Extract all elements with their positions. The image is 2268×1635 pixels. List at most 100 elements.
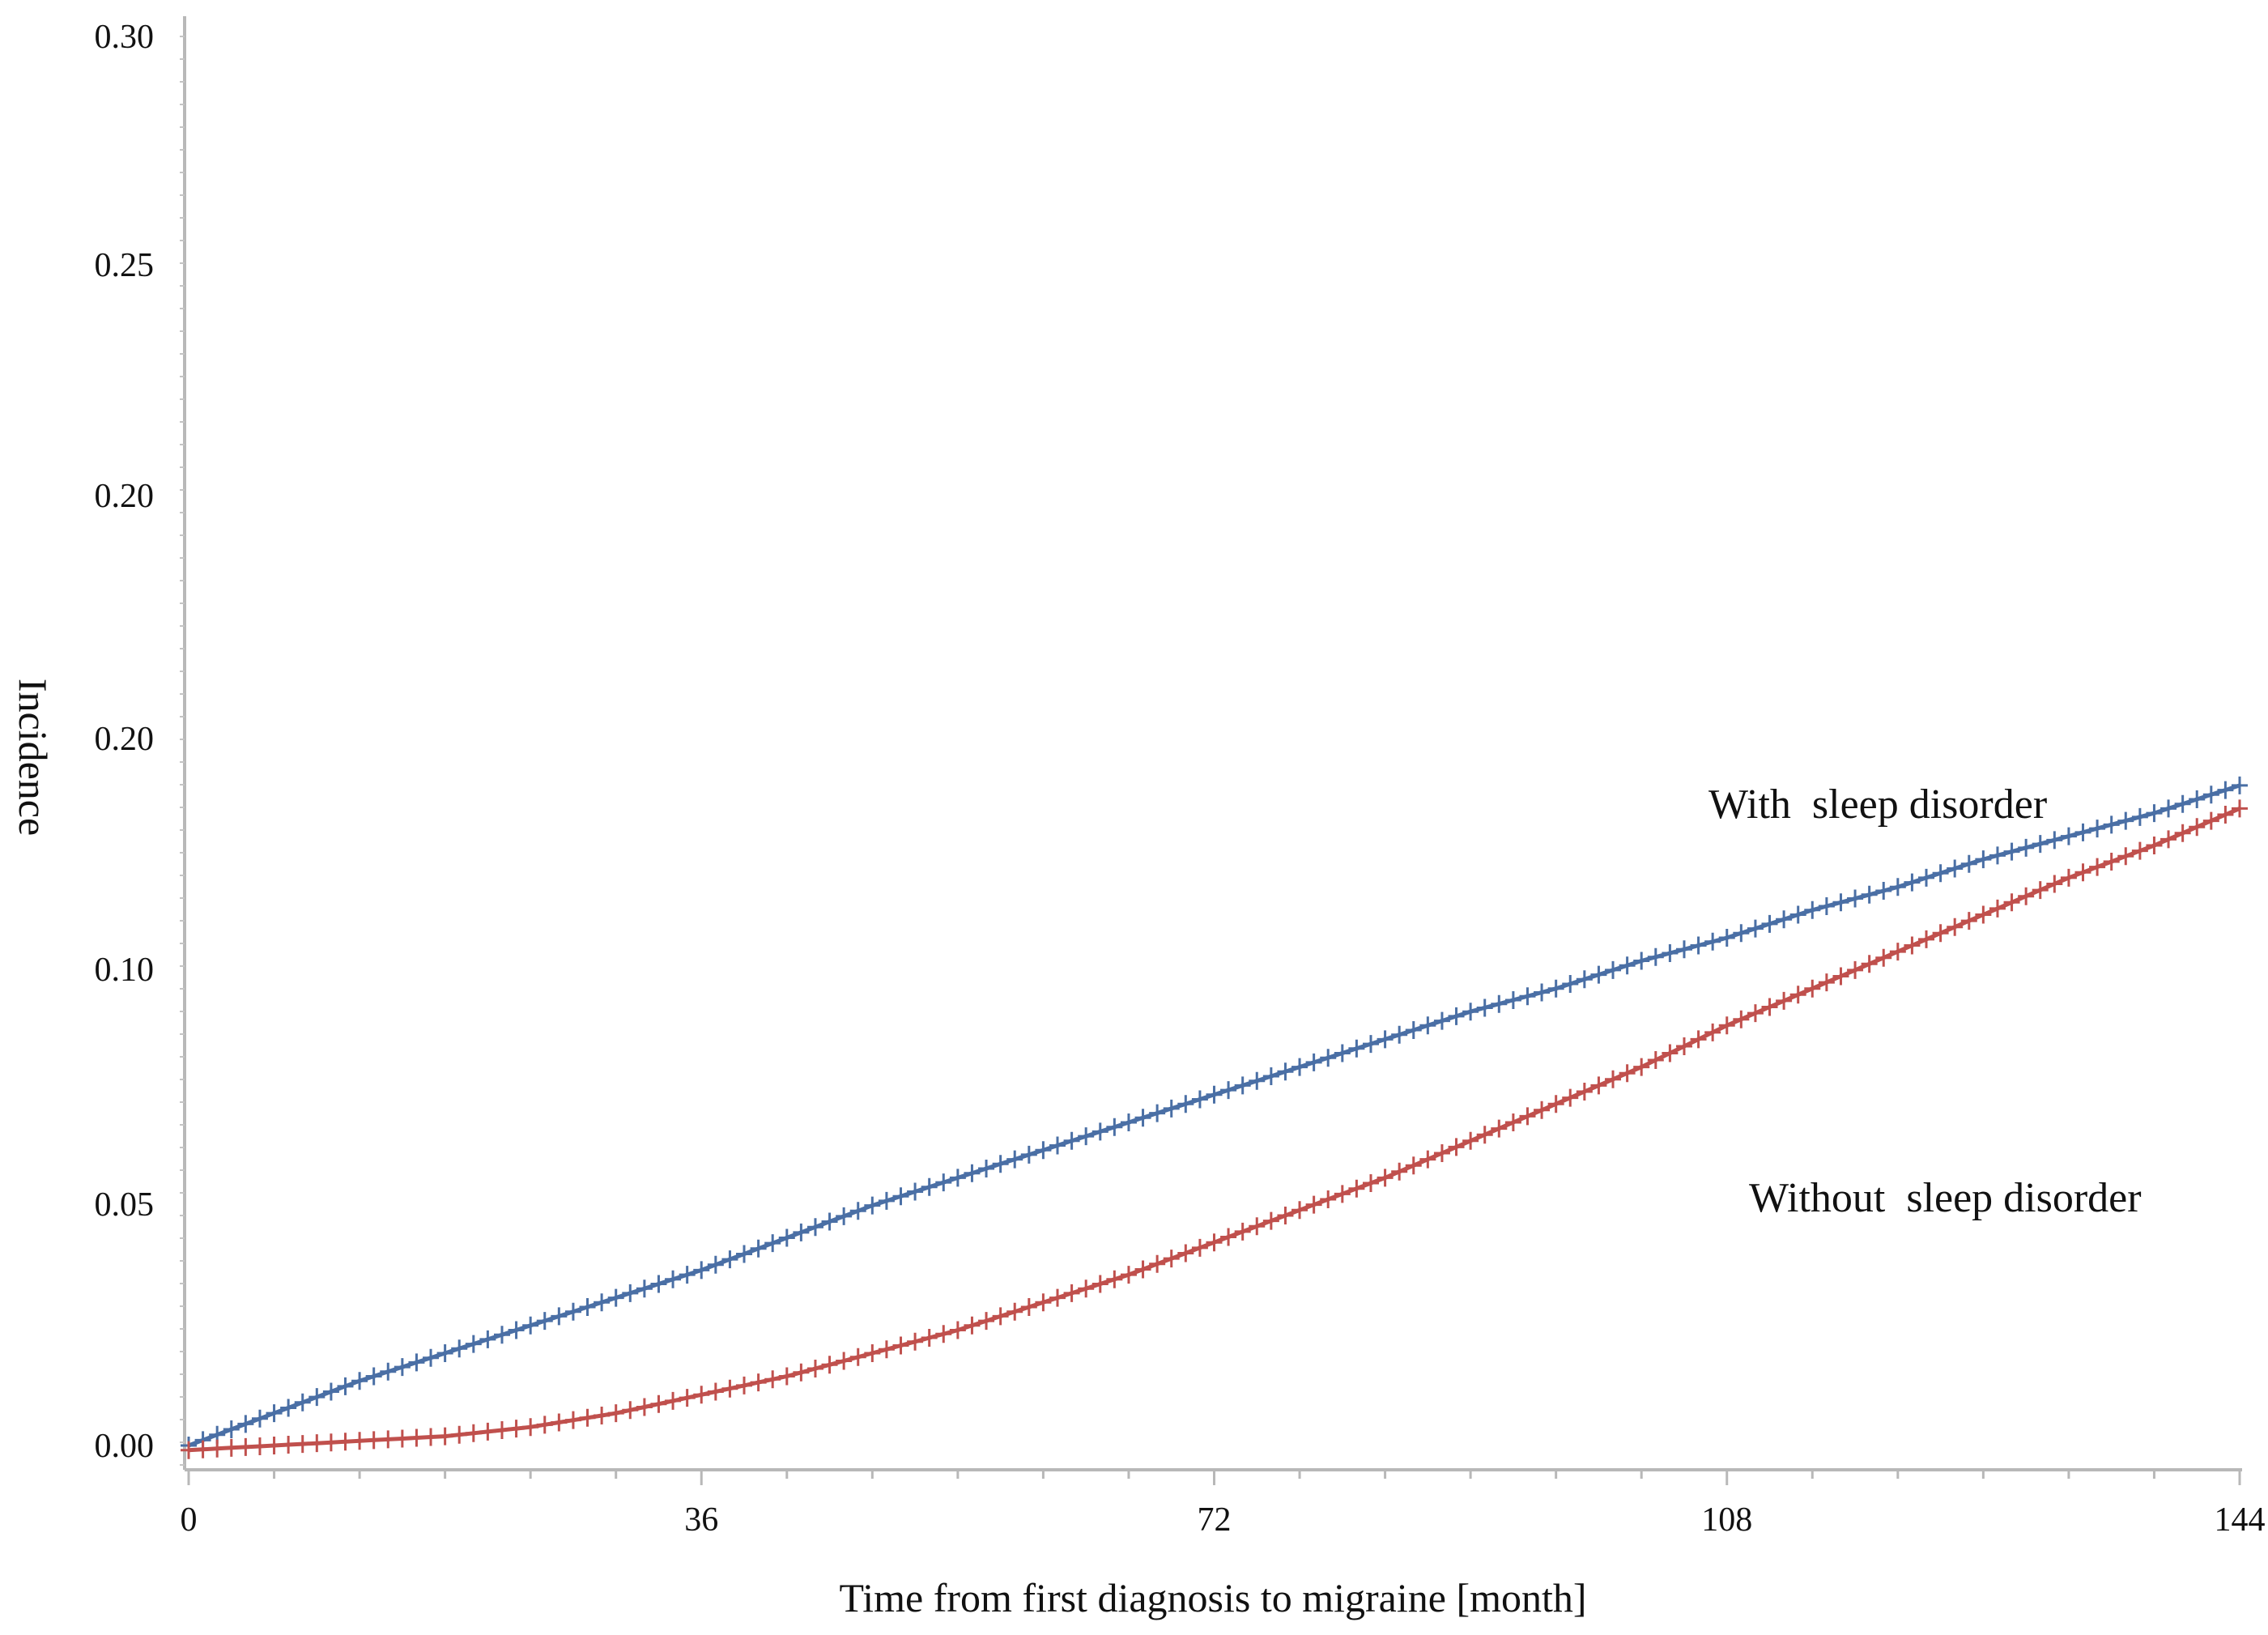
data-point-marker [1889, 943, 1906, 961]
data-point-marker [1605, 960, 1622, 979]
axes [183, 16, 2242, 1471]
data-point-marker [237, 1415, 254, 1433]
data-point-marker [223, 1420, 240, 1439]
data-point-marker [806, 1218, 823, 1237]
data-point-marker [793, 1223, 810, 1241]
data-point-marker [1690, 936, 1707, 955]
data-point-marker [1675, 1037, 1692, 1055]
data-point-marker [1191, 1238, 1208, 1257]
data-point-marker [1875, 948, 1892, 967]
data-point-marker [551, 1307, 568, 1326]
data-point-marker [2103, 852, 2120, 871]
data-point-marker [907, 1332, 924, 1351]
data-point-marker [1576, 970, 1593, 989]
data-point-marker [750, 1239, 767, 1258]
data-point-marker [1191, 1090, 1208, 1109]
data-point-marker [1476, 1126, 1493, 1144]
data-point-marker [1391, 1025, 1408, 1044]
data-point-marker [622, 1284, 639, 1302]
data-point-marker [1776, 991, 1793, 1010]
data-point-marker [636, 1398, 653, 1416]
data-point-marker [707, 1255, 724, 1274]
series-label-without-sleep-disorder: Without sleep disorder [1749, 1175, 2142, 1221]
data-point-marker [935, 1173, 952, 1192]
data-point-marker [294, 1435, 311, 1454]
data-point-marker [1049, 1136, 1066, 1155]
data-point-marker [2117, 847, 2134, 866]
data-point-marker [2217, 781, 2234, 799]
x-tick-label: 0 [181, 1501, 198, 1539]
x-tick-label: 108 [1701, 1501, 1752, 1539]
data-point-marker [522, 1316, 539, 1335]
data-point-marker [2202, 811, 2219, 830]
data-point-marker [1277, 1206, 1294, 1224]
data-point-marker [1904, 936, 1921, 955]
data-point-marker [508, 1321, 525, 1339]
data-point-marker [1989, 846, 2006, 865]
data-point-marker [1947, 859, 1964, 878]
data-point-marker [1078, 1127, 1095, 1146]
data-point-marker [1035, 1141, 1052, 1160]
data-point-marker [978, 1312, 995, 1331]
data-point-marker [1562, 975, 1579, 993]
data-point-marker [351, 1432, 368, 1450]
data-point-marker [1234, 1076, 1251, 1095]
data-point-marker [2060, 827, 2077, 845]
data-point-marker [1262, 1067, 1279, 1085]
data-point-marker [1804, 901, 1821, 919]
data-point-marker [408, 1353, 425, 1372]
y-tick-label: 0.10 [95, 952, 155, 989]
data-point-marker [1960, 912, 1977, 930]
data-point-marker [1462, 1003, 1479, 1021]
data-point-marker [1633, 952, 1650, 970]
data-point-marker [1476, 998, 1493, 1017]
data-point-marker [2018, 838, 2035, 857]
data-point-marker [1562, 1088, 1579, 1107]
data-point-marker [2003, 893, 2020, 912]
data-point-marker [622, 1401, 639, 1420]
data-point-marker [650, 1275, 667, 1293]
data-point-marker [679, 1389, 696, 1407]
data-point-marker [2046, 831, 2063, 849]
data-point-marker [1277, 1062, 1294, 1081]
data-point-marker [1234, 1222, 1251, 1241]
data-point-marker [693, 1261, 710, 1279]
data-point-marker [451, 1425, 468, 1444]
data-point-marker [1918, 868, 1935, 887]
data-point-marker [1534, 1101, 1551, 1119]
series-without-sleep-disorder [181, 799, 2248, 1459]
data-point-marker [949, 1169, 966, 1187]
data-point-marker [493, 1326, 510, 1344]
data-point-marker [251, 1437, 268, 1455]
data-point-marker [1733, 1010, 1750, 1028]
data-point-marker [878, 1340, 895, 1359]
data-point-marker [935, 1325, 952, 1343]
x-tick-label: 36 [684, 1501, 718, 1539]
data-point-marker [1662, 944, 1679, 962]
data-point-marker [764, 1234, 781, 1253]
data-point-marker [394, 1358, 411, 1377]
data-point-marker [2018, 887, 2035, 905]
data-point-marker [1818, 897, 1835, 916]
data-point-marker [1818, 973, 1835, 992]
data-point-marker [1491, 994, 1508, 1013]
data-point-marker [1989, 899, 2006, 918]
data-point-marker [1377, 1169, 1394, 1187]
data-point-marker [1220, 1228, 1237, 1246]
y-tick-label: 0.05 [95, 1186, 155, 1224]
data-point-marker [337, 1377, 354, 1395]
data-point-marker [1334, 1185, 1351, 1203]
data-point-marker [1889, 878, 1906, 896]
data-point-marker [1448, 1138, 1465, 1156]
data-point-marker [2146, 837, 2163, 854]
data-point-marker [2089, 820, 2106, 838]
data-point-marker [1733, 924, 1750, 943]
data-point-marker [2089, 858, 2106, 876]
data-point-marker [423, 1348, 440, 1367]
x-axis-title: Time from first diagnosis to migraine [m… [839, 1575, 1586, 1620]
data-point-marker [1206, 1085, 1223, 1104]
data-point-marker [764, 1370, 781, 1389]
data-point-marker [750, 1373, 767, 1392]
data-point-marker [1177, 1244, 1194, 1262]
data-point-marker [1861, 885, 1878, 904]
